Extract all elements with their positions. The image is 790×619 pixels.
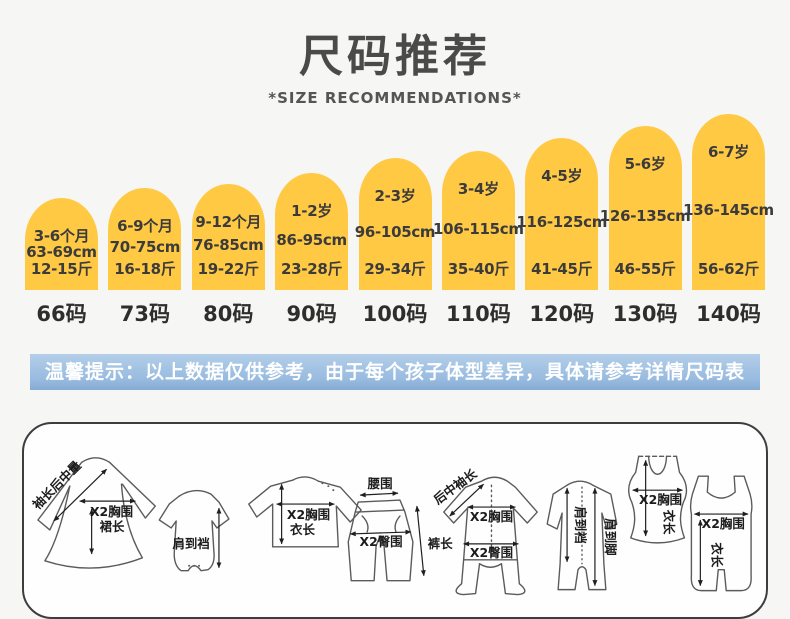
bar-age: 2-3岁 [374,186,416,205]
pants-diagram: 腰围 X2臀围 裤长 [347,476,453,581]
size-label: 90码 [286,301,337,326]
size-label: 130码 [612,301,678,326]
bar-age: 4-5岁 [541,166,583,185]
bar-height: 86-95cm [276,230,347,249]
overalls-diagram: X2胸围 衣长 [689,475,753,591]
bar-height: 63-69cm [26,243,97,262]
size-label: 100码 [362,301,428,326]
label-garment-length: 衣长 [709,542,724,567]
label-pants-length: 裤长 [428,535,453,550]
bar-age: 3-6个月 [33,226,90,245]
bar-height: 76-85cm [193,236,264,255]
bar-weight: 19-22斤 [197,260,259,279]
page-title: 尺码推荐 [299,31,491,82]
size-bar-100: 2-3岁 96-105cm 29-34斤 [355,157,436,290]
label-shoulder-to-foot: 肩到脚 [603,518,618,555]
label-chest: X2胸围 [90,504,133,519]
size-label: 66码 [36,301,87,326]
romper-diagram: 肩到裆 肩到脚 [546,480,618,590]
bar-weight: 23-28斤 [281,260,343,279]
size-bar-90: 1-2岁 86-95cm 23-28斤 [275,172,349,290]
size-bar-110: 3-4岁 106-115cm 35-40斤 [433,150,524,290]
size-bar-130: 5-6岁 126-135cm 46-55斤 [600,125,691,290]
label-back-center-sleeve: 后中袖长 [431,465,480,507]
size-bar-140: 6-7岁 136-145cm 56-62斤 [683,113,774,290]
size-label: 120码 [529,301,595,326]
label-chest: X2胸围 [639,492,682,507]
tee-diagram: X2胸围 衣长 [248,475,362,548]
bar-height: 116-125cm [516,213,608,232]
bar-age: 6-7岁 [708,142,749,161]
size-bar-chart: 3-6个月 63-69cm 12-15斤 6-9个月 70-75cm 16-18… [25,113,774,290]
notice-banner: 温馨提示：以上数据仅供参考，由于每个孩子体型差异，具体请参考详情尺码表 [30,353,760,390]
label-chest: X2胸围 [470,509,513,524]
footed-romper-diagram: 后中袖长 X2胸围 X2臀围 [431,465,538,595]
label-shoulder-to-crotch: 肩到裆 [573,506,588,544]
bar-age: 1-2岁 [291,201,333,220]
label-skirt-length: 裙长 [99,519,125,534]
bar-height: 70-75cm [109,238,181,257]
size-bar-73: 6-9个月 70-75cm 16-18斤 [108,187,182,290]
size-bar-66: 3-6个月 63-69cm 12-15斤 [25,197,98,290]
bar-age: 5-6岁 [624,154,666,173]
bar-height: 106-115cm [433,219,524,238]
page-subtitle: *SIZE RECOMMENDATIONS* [268,88,522,107]
measurement-diagram-box: 袖长后中量 X2胸围 裙长 肩到裆 X2胸围 衣长 [22,421,768,619]
label-hip: X2臀围 [470,544,513,559]
bar-height: 96-105cm [354,223,436,242]
dress-diagram: 袖长后中量 X2胸围 裙长 [29,456,156,569]
bar-weight: 56-62斤 [697,260,760,279]
bar-weight: 46-55斤 [614,260,676,279]
size-label: 140码 [696,301,761,326]
bar-weight: 41-45斤 [531,260,593,279]
garment-measurement-diagram: 袖长后中量 X2胸围 裙长 肩到裆 X2胸围 衣长 [29,455,753,595]
label-chest: X2胸围 [702,516,745,531]
bar-weight: 12-15斤 [30,260,93,279]
bar-age: 9-12个月 [195,212,262,231]
size-label: 110码 [445,301,511,326]
bodysuit-diagram: 肩到裆 [158,489,230,572]
label-chest: X2胸围 [287,507,330,522]
label-garment-length: 衣长 [290,522,315,537]
bar-height: 126-135cm [599,207,691,226]
label-hip: X2臀围 [360,533,403,548]
label-waist: 腰围 [367,476,393,491]
size-labels-row: 66码 73码 80码 90码 100码 110码 120码 130码 140码 [25,298,765,328]
label-sleeve-back-center: 袖长后中量 [29,457,84,512]
size-label: 80码 [203,301,254,326]
bar-height: 136-145cm [683,201,774,220]
label-garment-length: 衣长 [662,509,677,534]
bar-weight: 16-18斤 [114,260,176,279]
bar-age: 6-9个月 [117,216,173,235]
tank-top-diagram: X2胸围 衣长 [628,455,688,544]
size-bar-120: 4-5岁 116-125cm 41-45斤 [516,137,607,290]
bar-age: 3-4岁 [457,179,499,198]
bar-weight: 29-34斤 [364,260,426,279]
size-bar-80: 9-12个月 76-85cm 19-22斤 [191,183,265,290]
label-shoulder-to-crotch: 肩到裆 [172,535,210,550]
size-label: 73码 [119,301,170,326]
bar-weight: 35-40斤 [447,260,509,279]
